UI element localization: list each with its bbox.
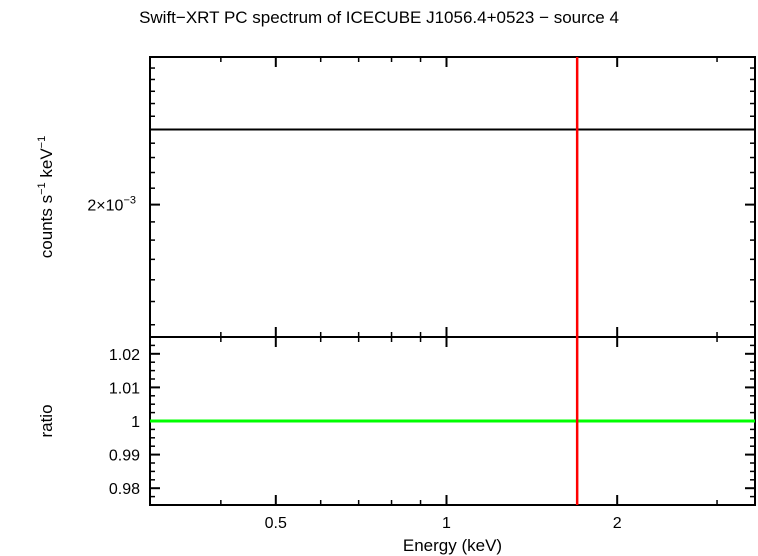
ratio-ytick-label: 0.98	[109, 481, 140, 498]
xtick-label: 1	[442, 515, 451, 532]
xtick-label: 2	[613, 515, 622, 532]
ratio-ytick-label: 1.02	[109, 347, 140, 364]
spectrum-panel-frame	[149, 56, 756, 338]
ratio-ylabel: ratio	[37, 404, 56, 437]
xlabel: Energy (keV)	[403, 536, 502, 555]
chart-title: Swift−XRT PC spectrum of ICECUBE J1056.4…	[139, 8, 619, 27]
ratio-ytick-label: 0.99	[109, 448, 140, 465]
spectrum-ylabel: counts s−1 keV−1	[36, 136, 56, 258]
xtick-label: 0.5	[265, 515, 287, 532]
spectrum-ytick-label: 2×10−3	[87, 195, 136, 215]
ratio-ytick-label: 1.01	[109, 380, 140, 397]
ratio-ytick-label: 1	[131, 414, 140, 431]
